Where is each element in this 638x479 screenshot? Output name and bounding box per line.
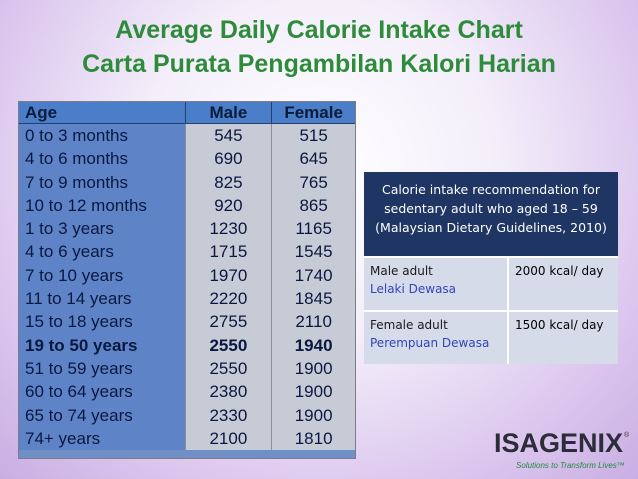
chart-title-malay: Carta Purata Pengambilan Kalori Harian — [82, 50, 556, 78]
table-row: 4 to 6 months 690 645 — [19, 147, 355, 171]
table-row: 7 to 10 years 1970 1740 — [19, 263, 355, 288]
table-row: 60 to 64 years 2380 1900 — [19, 380, 355, 404]
recommendation-label: Male adult Lelaki Dewasa — [364, 258, 509, 310]
male-cell: 2380 — [184, 380, 272, 404]
age-cell: 15 to 18 years — [19, 310, 185, 334]
male-cell: 690 — [184, 147, 272, 171]
calorie-intake-table: Age Male Female 0 to 3 months 545 515 4 to … — [18, 101, 356, 459]
table-row: 0 to 3 months 545 515 — [19, 124, 355, 148]
male-cell: 1970 — [184, 263, 272, 288]
male-cell: 1230 — [184, 217, 272, 241]
recommendation-value: 2000 kcal/ day — [509, 258, 618, 310]
male-cell: 2100 — [184, 426, 272, 451]
table-row: 65 to 74 years 2330 1900 — [19, 403, 355, 427]
table-row: 19 to 50 years 2550 1940 — [19, 333, 355, 357]
age-cell: 4 to 6 months — [19, 147, 185, 171]
header-age: Age — [19, 102, 185, 123]
male-cell: 2550 — [184, 356, 272, 381]
male-cell: 545 — [184, 124, 272, 148]
recommendation-label: Female adult Perempuan Dewasa — [364, 312, 509, 364]
female-cell: 1940 — [271, 333, 355, 357]
age-cell: 1 to 3 years — [19, 217, 185, 241]
age-cell: 60 to 64 years — [19, 380, 185, 404]
age-cell: 0 to 3 months — [19, 124, 185, 148]
header-female: Female — [271, 102, 355, 123]
recommendation-row-male: Male adult Lelaki Dewasa 2000 kcal/ day — [364, 256, 618, 310]
recommendation-box: Calorie intake recommendation for sedent… — [364, 172, 618, 364]
logo-registered-mark: ® — [624, 432, 630, 439]
chart-title-english: Average Daily Calorie Intake Chart — [115, 16, 523, 44]
male-cell: 1715 — [184, 240, 272, 264]
male-cell: 920 — [184, 193, 272, 218]
label-english: Male adult — [370, 264, 433, 278]
table-row: 7 to 9 months 825 765 — [19, 170, 355, 194]
logo-tagline: Solutions to Transform Lives™ — [516, 461, 625, 470]
female-cell: 1165 — [271, 217, 355, 241]
female-cell: 2110 — [271, 310, 355, 334]
label-malay: Lelaki Dewasa — [370, 282, 457, 296]
female-cell: 765 — [271, 170, 355, 194]
table-header-row: Age Male Female — [19, 102, 355, 124]
table-row: 74+ years 2100 1810 — [19, 426, 355, 451]
table-row: 11 to 14 years 2220 1845 — [19, 287, 355, 311]
female-cell: 515 — [271, 124, 355, 148]
label-malay: Perempuan Dewasa — [370, 336, 490, 350]
male-cell: 2550 — [184, 333, 272, 357]
table-row: 15 to 18 years 2755 2110 — [19, 310, 355, 334]
age-cell: 7 to 10 years — [19, 263, 185, 288]
female-cell: 645 — [271, 147, 355, 171]
age-cell: 19 to 50 years — [19, 333, 185, 357]
table-row: 4 to 6 years 1715 1545 — [19, 240, 355, 264]
header-male: Male — [184, 102, 272, 123]
label-english: Female adult — [370, 318, 448, 332]
recommendation-value: 1500 kcal/ day — [509, 312, 618, 364]
age-cell: 74+ years — [19, 426, 185, 451]
female-cell: 1845 — [271, 287, 355, 311]
female-cell: 865 — [271, 193, 355, 218]
age-cell: 65 to 74 years — [19, 403, 185, 427]
female-cell: 1900 — [271, 403, 355, 427]
table-row: 10 to 12 months 920 865 — [19, 193, 355, 218]
age-cell: 10 to 12 months — [19, 193, 185, 218]
female-cell: 1810 — [271, 426, 355, 451]
male-cell: 2330 — [184, 403, 272, 427]
recommendation-row-female: Female adult Perempuan Dewasa 1500 kcal/… — [364, 310, 618, 364]
female-cell: 1740 — [271, 263, 355, 288]
female-cell: 1545 — [271, 240, 355, 264]
male-cell: 825 — [184, 170, 272, 194]
female-cell: 1900 — [271, 356, 355, 381]
table-body: 0 to 3 months 545 515 4 to 6 months 690 645 7 … — [19, 124, 355, 451]
age-cell: 11 to 14 years — [19, 287, 185, 311]
age-cell: 7 to 9 months — [19, 170, 185, 194]
male-cell: 2755 — [184, 310, 272, 334]
table-row: 51 to 59 years 2550 1900 — [19, 356, 355, 381]
age-cell: 4 to 6 years — [19, 240, 185, 264]
logo-wordmark: ISAGENIX — [494, 428, 624, 458]
male-cell: 2220 — [184, 287, 272, 311]
recommendation-heading: Calorie intake recommendation for sedent… — [364, 172, 618, 256]
table-row: 1 to 3 years 1230 1165 — [19, 217, 355, 241]
female-cell: 1900 — [271, 380, 355, 404]
age-cell: 51 to 59 years — [19, 356, 185, 381]
isagenix-logo: ISAGENIX ® Solutions to Transform Lives™ — [494, 428, 634, 476]
